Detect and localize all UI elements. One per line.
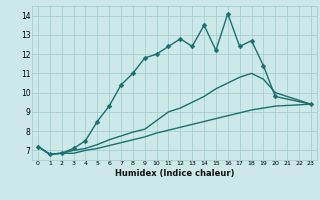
X-axis label: Humidex (Indice chaleur): Humidex (Indice chaleur) (115, 169, 234, 178)
